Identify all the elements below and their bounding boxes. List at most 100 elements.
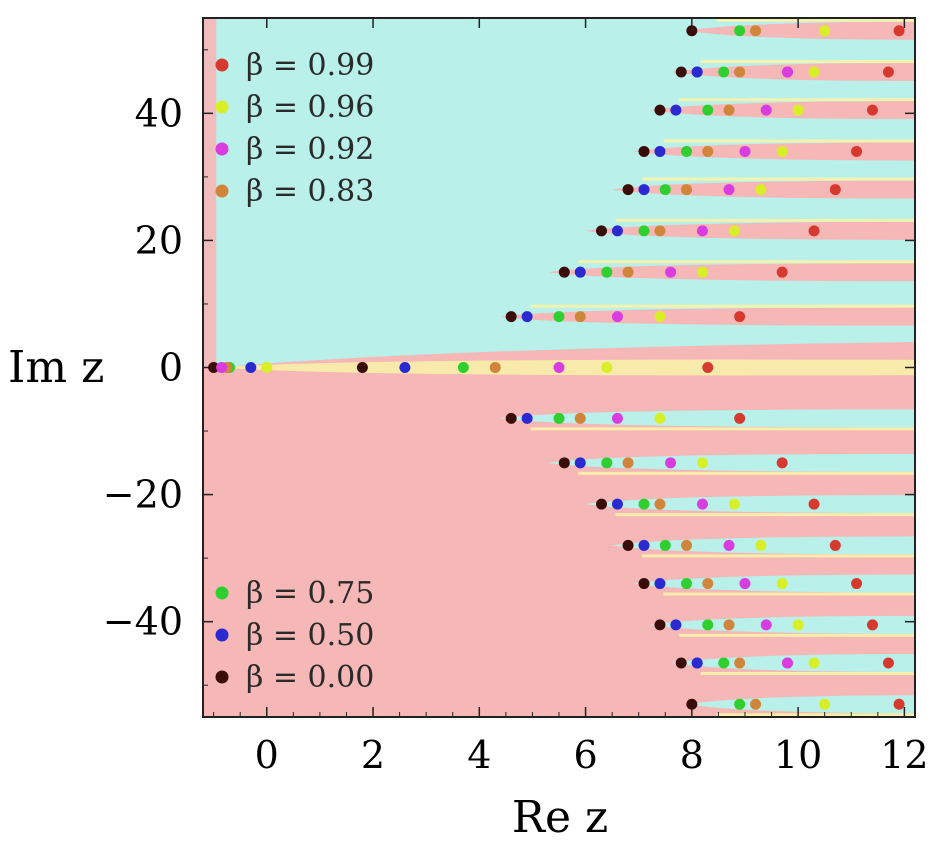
legend-label: β = 0.00 bbox=[246, 660, 374, 695]
data-point-mirror bbox=[638, 539, 650, 551]
data-point bbox=[574, 311, 586, 323]
data-point-mirror bbox=[553, 412, 565, 424]
pole-band bbox=[548, 263, 915, 282]
data-point bbox=[638, 225, 650, 237]
legend-label: β = 0.83 bbox=[246, 174, 374, 209]
data-point-mirror bbox=[734, 657, 746, 669]
y-axis-title: Im z bbox=[8, 342, 104, 393]
data-point-mirror bbox=[681, 578, 693, 590]
legend-label: β = 0.96 bbox=[246, 90, 374, 125]
band-edge bbox=[615, 513, 915, 517]
data-point bbox=[808, 66, 820, 78]
y-tick-label: −40 bbox=[103, 600, 183, 644]
data-point-mirror bbox=[654, 412, 666, 424]
data-point bbox=[521, 311, 533, 323]
data-point bbox=[739, 145, 751, 157]
data-point-mirror bbox=[670, 619, 682, 631]
legend-marker bbox=[215, 58, 229, 72]
data-point bbox=[686, 25, 698, 37]
data-point-mirror bbox=[781, 657, 793, 669]
data-point bbox=[654, 145, 666, 157]
data-point-mirror bbox=[893, 698, 905, 710]
data-point bbox=[808, 225, 820, 237]
data-point-mirror bbox=[776, 457, 788, 469]
legend-label: β = 0.92 bbox=[246, 132, 374, 167]
data-point-mirror bbox=[702, 578, 714, 590]
data-point bbox=[728, 225, 740, 237]
data-point-mirror bbox=[638, 498, 650, 510]
data-point bbox=[553, 362, 565, 373]
legend-marker bbox=[215, 628, 229, 642]
data-point-mirror bbox=[723, 619, 735, 631]
data-point-mirror bbox=[574, 412, 586, 424]
data-point-mirror bbox=[601, 457, 613, 469]
data-point bbox=[558, 266, 570, 278]
data-point bbox=[819, 25, 831, 37]
data-point bbox=[829, 184, 841, 196]
data-point-mirror bbox=[734, 698, 746, 710]
x-tick-label: 2 bbox=[361, 733, 385, 777]
data-point bbox=[681, 184, 693, 196]
data-point bbox=[261, 362, 273, 373]
legend-marker bbox=[215, 142, 229, 156]
x-tick-label: 8 bbox=[680, 733, 704, 777]
data-point bbox=[702, 104, 714, 116]
data-point bbox=[208, 362, 220, 373]
data-point-mirror bbox=[882, 657, 894, 669]
data-point-mirror bbox=[750, 698, 762, 710]
data-point bbox=[776, 266, 788, 278]
data-point bbox=[245, 362, 257, 373]
data-point bbox=[611, 225, 623, 237]
data-point bbox=[734, 66, 746, 78]
data-point bbox=[750, 25, 762, 37]
data-point-mirror bbox=[702, 619, 714, 631]
legend-top: β = 0.99 β = 0.96 β = 0.92 β = 0.83 bbox=[215, 48, 374, 209]
data-point bbox=[399, 362, 411, 373]
data-point-mirror bbox=[718, 657, 730, 669]
pole-band bbox=[686, 695, 915, 714]
data-point bbox=[654, 225, 666, 237]
data-point-mirror bbox=[681, 539, 693, 551]
data-point bbox=[622, 266, 634, 278]
pole-band bbox=[633, 574, 915, 593]
data-point bbox=[596, 225, 608, 237]
pole-band bbox=[500, 307, 915, 326]
band-edge bbox=[578, 471, 915, 475]
data-point bbox=[702, 145, 714, 157]
y-tick-label: 20 bbox=[135, 218, 183, 262]
data-point bbox=[654, 311, 666, 323]
band-edge bbox=[663, 592, 915, 596]
legend-label: β = 0.99 bbox=[246, 48, 374, 83]
y-tick-label: 0 bbox=[159, 346, 183, 390]
real-axis-band bbox=[218, 359, 915, 376]
data-points bbox=[208, 25, 905, 710]
data-point-mirror bbox=[654, 619, 666, 631]
data-point-mirror bbox=[696, 457, 708, 469]
pole-band bbox=[500, 409, 915, 428]
data-point bbox=[893, 25, 905, 37]
data-point bbox=[882, 66, 894, 78]
data-point-mirror bbox=[829, 539, 841, 551]
pole-band bbox=[649, 101, 915, 120]
band-edge bbox=[642, 177, 915, 181]
data-point bbox=[723, 104, 735, 116]
data-point bbox=[216, 362, 228, 373]
data-point bbox=[659, 184, 671, 196]
band-edge bbox=[700, 60, 915, 64]
pole-band bbox=[585, 221, 915, 240]
data-point-mirror bbox=[851, 578, 863, 590]
data-point-mirror bbox=[686, 698, 698, 710]
x-tick-label: 0 bbox=[255, 733, 279, 777]
pole-band bbox=[585, 495, 915, 514]
y-tick-label: −20 bbox=[103, 473, 183, 517]
pole-band bbox=[649, 615, 915, 634]
x-tick-label: 12 bbox=[880, 733, 928, 777]
data-point-mirror bbox=[755, 539, 767, 551]
data-point-mirror bbox=[675, 657, 687, 669]
band-edge bbox=[716, 713, 915, 717]
band-edge bbox=[700, 671, 915, 675]
x-tick-label: 6 bbox=[573, 733, 597, 777]
data-point bbox=[638, 145, 650, 157]
data-point-mirror bbox=[819, 698, 831, 710]
data-point-mirror bbox=[505, 412, 517, 424]
